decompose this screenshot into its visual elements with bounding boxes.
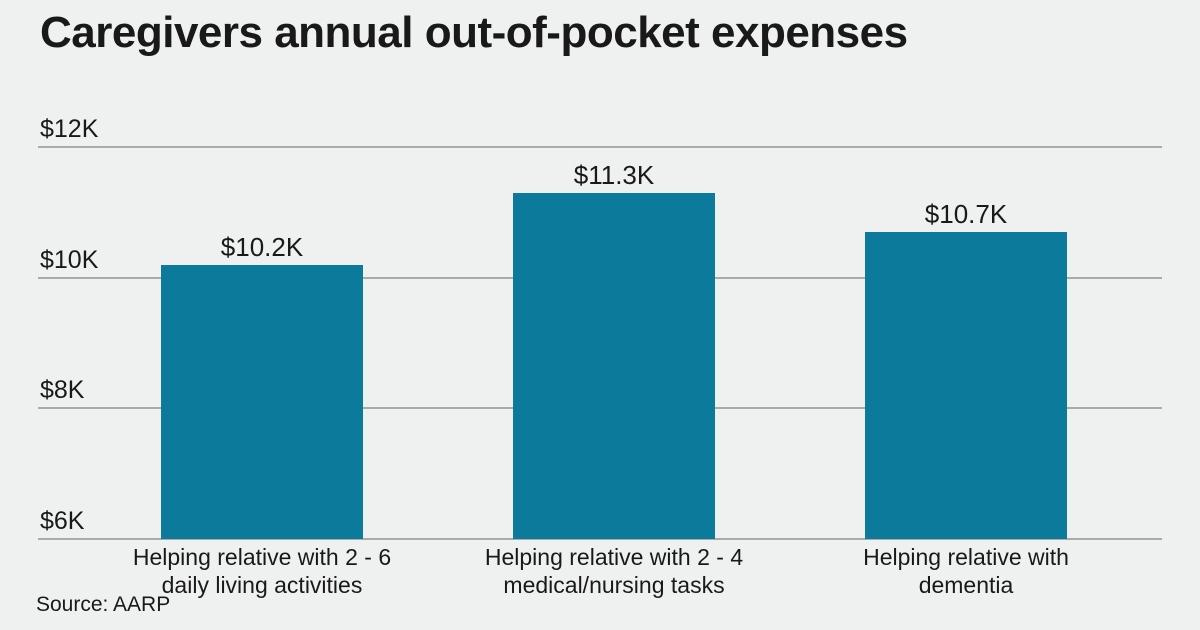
- y-axis-tick-label: $8K: [40, 376, 85, 404]
- bar: [513, 192, 715, 539]
- bar: [161, 264, 363, 539]
- category-label-line: Helping relative with: [863, 544, 1069, 570]
- gridline: [38, 538, 1162, 540]
- category-label-line: Helping relative with 2 - 6: [132, 544, 392, 570]
- category-label-line: dementia: [918, 572, 1014, 598]
- bar-value-label: $11.3K: [573, 159, 655, 190]
- y-axis-tick-label: $10K: [40, 246, 99, 274]
- gridline: [38, 146, 1162, 148]
- bar-value-label: $10.2K: [220, 231, 304, 262]
- chart-title: Caregivers annual out-of-pocket expenses: [40, 8, 908, 57]
- y-axis-tick-label: $12K: [40, 115, 99, 143]
- bar: [865, 231, 1067, 539]
- y-axis-tick-label: $6K: [40, 507, 85, 535]
- category-label-line: daily living activities: [161, 572, 363, 598]
- category-label: Helping relative with 2 - 6 daily living …: [42, 543, 482, 599]
- category-label-line: Helping relative with 2 - 4: [484, 544, 744, 570]
- bar-value-label: $10.7K: [924, 198, 1008, 229]
- source-note: Source: AARP: [36, 593, 171, 616]
- category-label-line: medical/nursing tasks: [503, 572, 725, 598]
- category-label: Helping relative with 2 - 4 medical/nursi…: [394, 543, 834, 599]
- category-label: Helping relative with dementia: [746, 543, 1186, 599]
